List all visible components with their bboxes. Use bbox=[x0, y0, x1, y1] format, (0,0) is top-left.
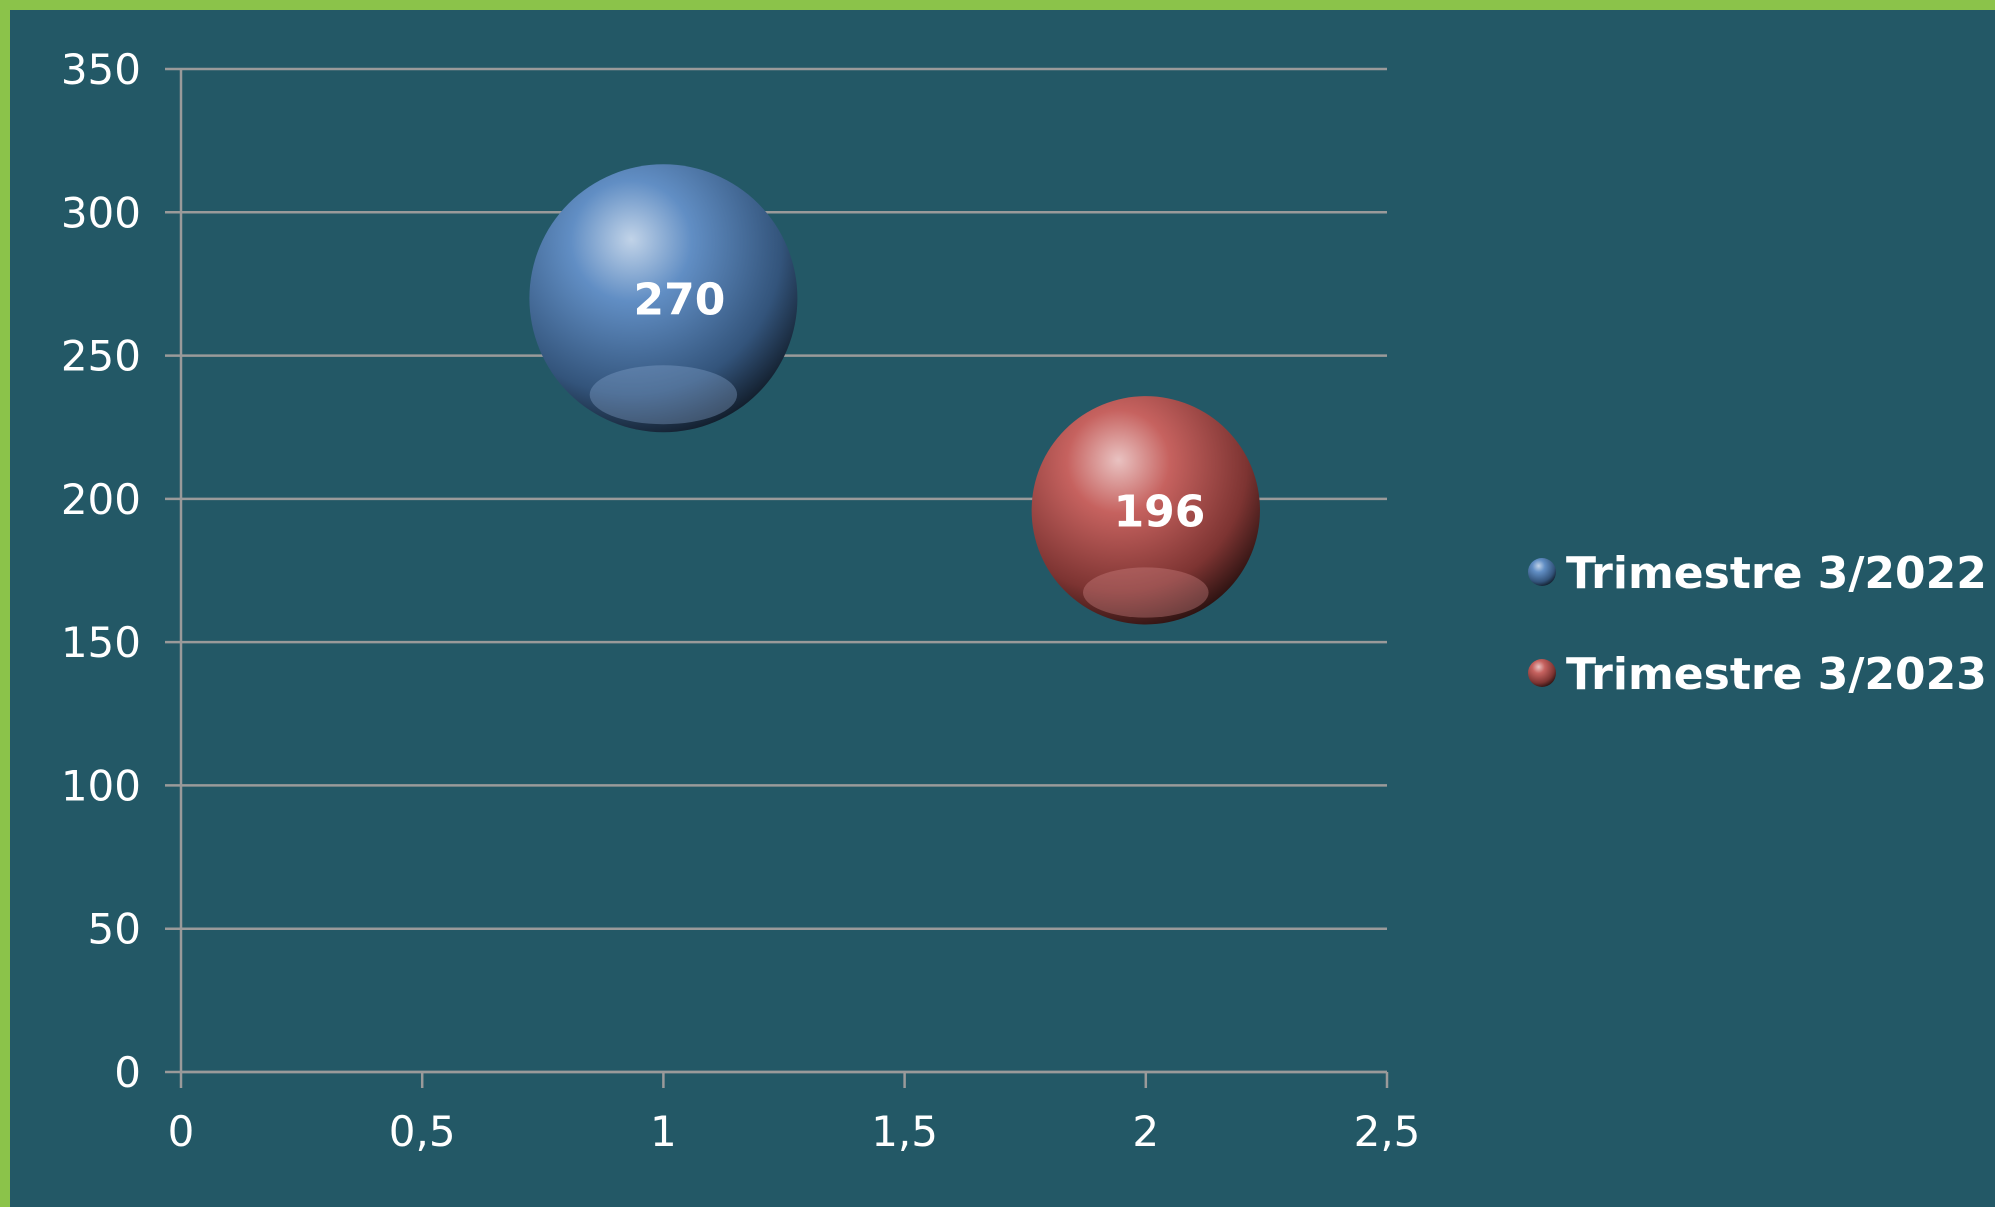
legend-marker bbox=[1528, 558, 1556, 586]
y-tick-label: 200 bbox=[61, 475, 141, 524]
y-tick-label: 0 bbox=[114, 1048, 141, 1097]
y-tick-label: 150 bbox=[61, 618, 141, 667]
legend-item-label: Trimestre 3/2023 bbox=[1566, 649, 1987, 700]
x-tick-label: 2,5 bbox=[1354, 1107, 1421, 1156]
x-tick-label: 0,5 bbox=[389, 1107, 456, 1156]
bubbles: 270 196 bbox=[529, 164, 1260, 625]
bubble-reflection bbox=[1083, 567, 1209, 618]
axes: 0 50 100 150 200 250 300 350 0 0,5 1 1,5 2 2,5 bbox=[61, 45, 1421, 1156]
bubble-1[interactable] bbox=[529, 164, 798, 433]
x-tick-label: 1,5 bbox=[871, 1107, 938, 1156]
y-tick-label: 50 bbox=[88, 905, 141, 954]
y-tick-label: 350 bbox=[61, 45, 141, 94]
bubble-reflection bbox=[589, 365, 738, 425]
y-tick-label: 100 bbox=[61, 761, 141, 810]
x-tick-label: 0 bbox=[168, 1107, 195, 1156]
x-tick-label: 1 bbox=[650, 1107, 677, 1156]
x-tick-label: 2 bbox=[1132, 1107, 1159, 1156]
data-label: 196 bbox=[1114, 486, 1206, 537]
legend: Trimestre 3/2022 Trimestre 3/2023 bbox=[1528, 548, 1987, 700]
data-label: 270 bbox=[634, 274, 726, 325]
legend-marker bbox=[1528, 659, 1556, 687]
chart-area: 0 50 100 150 200 250 300 350 0 0,5 1 1,5 2 2,5 270 196… bbox=[10, 10, 1995, 1207]
bubble-chart: 0 50 100 150 200 250 300 350 0 0,5 1 1,5 2 2,5 270 196… bbox=[61, 45, 1987, 1156]
legend-item-label: Trimestre 3/2022 bbox=[1566, 548, 1987, 599]
y-tick-label: 250 bbox=[61, 332, 141, 381]
bubble-2[interactable] bbox=[1031, 396, 1260, 625]
y-tick-label: 300 bbox=[61, 188, 141, 237]
